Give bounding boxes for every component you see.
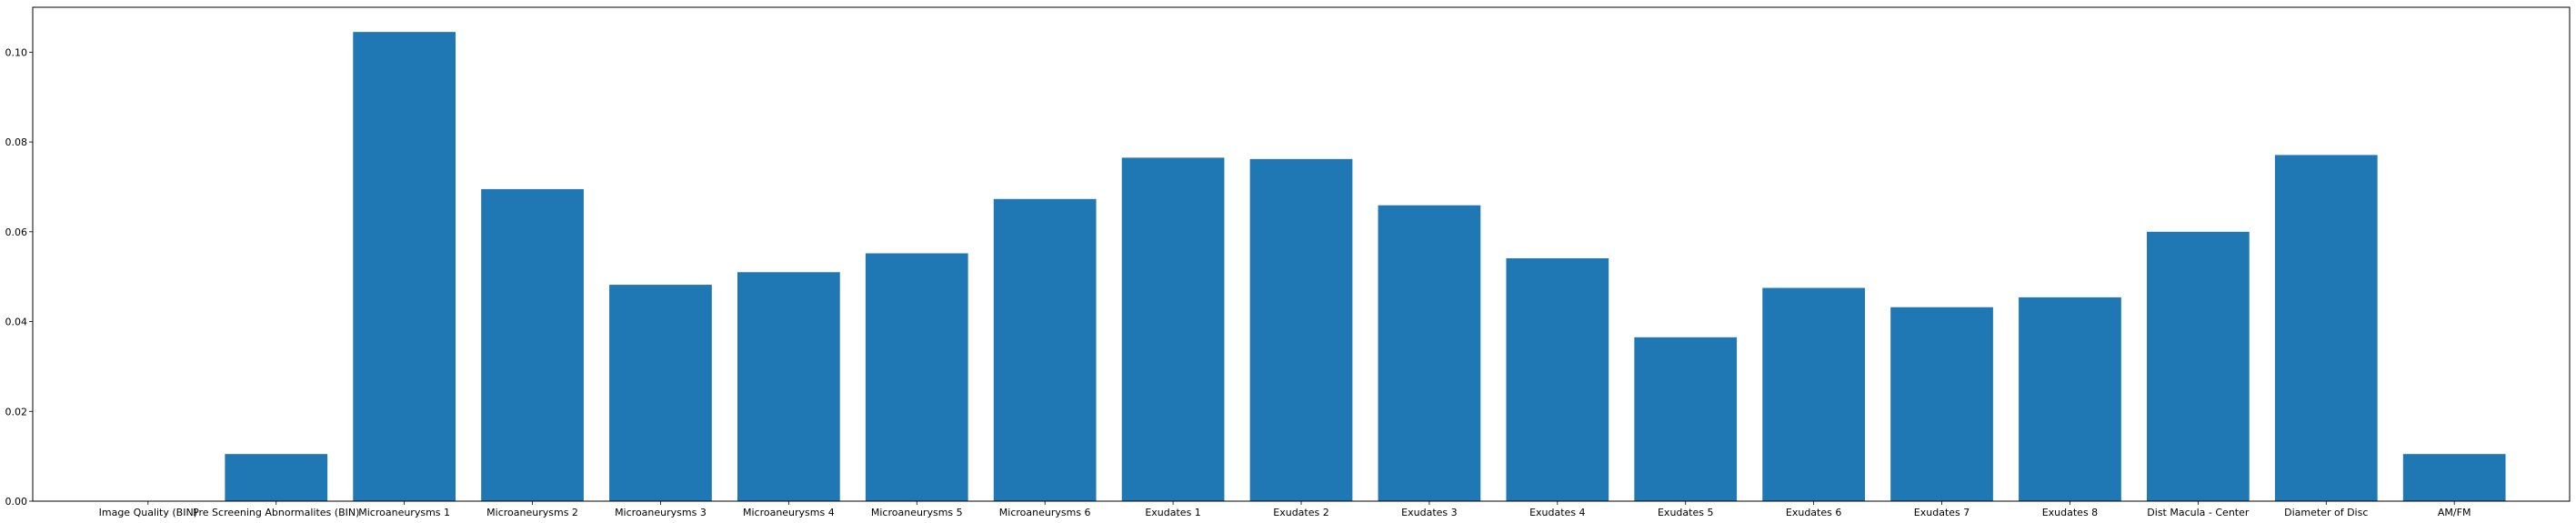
y-tick-label-1: 0.02: [5, 406, 28, 417]
bars-group: [225, 32, 2506, 502]
x-tick-label-11: Exudates 4: [1529, 507, 1585, 518]
bar-10: [1378, 205, 1481, 501]
y-tick-label-3: 0.06: [5, 226, 28, 238]
bar-18: [2402, 454, 2506, 501]
x-tick-label-17: Diameter of Disc: [2284, 507, 2368, 518]
bar-2: [353, 32, 456, 501]
bar-4: [609, 285, 712, 501]
x-tick-label-9: Exudates 2: [1273, 507, 1328, 518]
x-tick-label-8: Exudates 1: [1145, 507, 1200, 518]
bar-7: [993, 198, 1097, 502]
bar-14: [1890, 307, 1993, 501]
bar-5: [737, 272, 840, 501]
bar-16: [2147, 231, 2250, 501]
plot-frame: [32, 6, 2571, 502]
bar-6: [865, 253, 968, 501]
bar-17: [2274, 155, 2378, 501]
x-tick-label-0: Image Quality (BIN): [99, 507, 197, 518]
y-tick-label-0: 0.00: [5, 496, 28, 508]
bar-8: [1121, 157, 1225, 502]
bar-13: [1762, 287, 1865, 501]
x-tick-label-18: AM/FM: [2438, 507, 2471, 518]
x-tick-label-5: Microaneurysms 4: [743, 507, 835, 518]
x-tick-label-7: Microaneurysms 6: [999, 507, 1091, 518]
x-tick-label-4: Microaneurysms 3: [615, 507, 707, 518]
x-tick-label-14: Exudates 7: [1914, 507, 1970, 518]
x-axis-ticks: Image Quality (BIN)Pre Screening Abnorma…: [99, 501, 2471, 518]
x-tick-label-13: Exudates 6: [1786, 507, 1841, 518]
bar-1: [225, 454, 328, 501]
bar-3: [481, 188, 584, 501]
bar-15: [2019, 297, 2121, 501]
x-tick-label-1: Pre Screening Abnormalites (BIN): [193, 507, 359, 518]
bar-11: [1506, 257, 1609, 501]
y-tick-label-2: 0.04: [5, 317, 28, 328]
y-axis-ticks: 0.00 0.02 0.04 0.06 0.08 0.10: [5, 46, 33, 508]
bar-9: [1249, 158, 1353, 501]
x-tick-label-2: Microaneurysms 1: [358, 507, 450, 518]
x-tick-label-16: Dist Macula - Center: [2147, 507, 2250, 518]
x-tick-label-12: Exudates 5: [1658, 507, 1713, 518]
bar-12: [1634, 337, 1738, 501]
y-tick-label-5: 0.10: [5, 46, 28, 58]
x-tick-label-3: Microaneurysms 2: [486, 507, 578, 518]
x-tick-label-10: Exudates 3: [1401, 507, 1457, 518]
x-tick-label-15: Exudates 8: [2042, 507, 2098, 518]
y-tick-label-4: 0.08: [5, 136, 28, 148]
x-tick-label-6: Microaneurysms 5: [871, 507, 963, 518]
